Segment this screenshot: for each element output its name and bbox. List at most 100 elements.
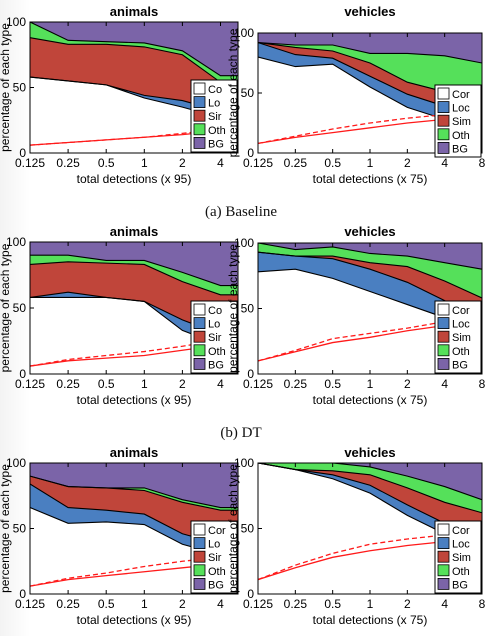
area-oth bbox=[30, 476, 238, 511]
legend-label-sim: Sim bbox=[452, 116, 471, 128]
x-tick-label: 0.125 bbox=[243, 597, 273, 611]
legend-swatch-sim bbox=[193, 550, 206, 563]
area-sim bbox=[258, 42, 482, 115]
x-tick-label: 0.125 bbox=[243, 156, 273, 170]
x-tick-label: 0.25 bbox=[284, 377, 308, 391]
chart-title: animals bbox=[110, 4, 158, 19]
legend-swatch-loc bbox=[193, 537, 206, 549]
chart-title: vehicles bbox=[344, 4, 395, 19]
caption-dt: (b) DT bbox=[220, 425, 261, 441]
x-tick-label: 8 bbox=[479, 156, 486, 170]
legend-swatch-bg bbox=[193, 357, 206, 370]
area-loc bbox=[30, 483, 238, 555]
stack-boundary bbox=[30, 22, 238, 77]
chart-title: animals bbox=[110, 224, 158, 239]
x-tick-label: 1 bbox=[141, 377, 148, 391]
y-tick-label: 100 bbox=[234, 456, 254, 470]
chart-title: vehicles bbox=[344, 224, 395, 239]
area-cor bbox=[258, 57, 482, 153]
x-axis-label: total detections (x 95) bbox=[77, 613, 192, 627]
legend-swatch-bg bbox=[437, 141, 450, 154]
legend-swatch-cor bbox=[437, 303, 450, 316]
area-bg bbox=[258, 463, 482, 500]
legend-swatch-oth bbox=[437, 344, 450, 357]
stack-boundary bbox=[30, 475, 238, 509]
area-cor bbox=[30, 507, 238, 594]
y-tick-label: 50 bbox=[13, 522, 27, 536]
legend-swatch-sim bbox=[193, 330, 206, 343]
trend-line-solid bbox=[30, 563, 221, 587]
legend-swatch-loc bbox=[437, 317, 450, 330]
area-oth bbox=[258, 463, 482, 513]
area-bg bbox=[30, 242, 238, 286]
y-tick-label: 100 bbox=[234, 236, 254, 250]
trend-line-solid bbox=[30, 130, 221, 146]
y-tick-label: 50 bbox=[241, 86, 255, 100]
trend-line-solid bbox=[30, 344, 221, 367]
chart-panel: 0.125 0.25 0.5 1 2 4 0 50 100 animals total detect… bbox=[0, 445, 239, 627]
legend-swatch-bg bbox=[437, 357, 450, 370]
legend-swatch-cor bbox=[193, 523, 206, 536]
y-tick-label: 0 bbox=[247, 587, 254, 601]
trend-line-dashed bbox=[258, 110, 482, 145]
legend-swatch-loc bbox=[437, 537, 450, 549]
plot-area bbox=[258, 33, 482, 153]
x-tick-label: 0.25 bbox=[56, 377, 80, 391]
legend-label-oth: Oth bbox=[208, 125, 226, 137]
legend-label-sim: Sir bbox=[208, 111, 222, 123]
x-tick-label: 0.5 bbox=[98, 377, 115, 391]
y-axis-label: percentage of each type bbox=[0, 464, 12, 593]
area-sim bbox=[30, 476, 238, 545]
trend-line-dashed bbox=[30, 339, 221, 367]
x-tick-label: 2 bbox=[179, 377, 186, 391]
legend-label-loc: Lo bbox=[208, 98, 220, 110]
x-tick-label: 2 bbox=[179, 156, 186, 170]
x-tick-label: 8 bbox=[479, 597, 486, 611]
legend-swatch-oth bbox=[437, 128, 450, 141]
area-oth bbox=[30, 255, 238, 295]
legend-label-cor: Cor bbox=[208, 525, 226, 537]
x-tick-label: 4 bbox=[441, 156, 448, 170]
legend-label-sim: Sim bbox=[452, 552, 471, 564]
x-tick-label: 8 bbox=[479, 377, 486, 391]
area-loc bbox=[30, 77, 238, 118]
y-axis-label: percentage of each type bbox=[226, 28, 240, 157]
legend-swatch-loc bbox=[193, 96, 206, 108]
x-tick-label: 0.5 bbox=[324, 597, 341, 611]
area-cor bbox=[30, 297, 238, 374]
legend-label-bg: BG bbox=[452, 359, 468, 371]
legend-swatch-bg bbox=[193, 578, 206, 590]
legend-swatch-oth bbox=[193, 123, 206, 136]
x-tick-label: 0.125 bbox=[15, 156, 45, 170]
chart-title: vehicles bbox=[344, 445, 395, 460]
legend-label-cor: Cor bbox=[452, 525, 470, 537]
legend-label-oth: Oth bbox=[452, 346, 470, 358]
plot-area bbox=[30, 22, 238, 153]
y-tick-label: 0 bbox=[19, 146, 26, 160]
y-tick-label: 50 bbox=[241, 302, 255, 316]
chart-title: animals bbox=[110, 445, 158, 460]
stack-boundary bbox=[258, 463, 482, 514]
x-tick-label: 0.25 bbox=[56, 156, 80, 170]
chart-panel: 0.125 0.25 0.5 1 2 4 8 0 50 100 vehicles total dete… bbox=[226, 224, 486, 407]
x-tick-label: 4 bbox=[217, 156, 224, 170]
legend-swatch-loc bbox=[193, 317, 206, 330]
legend-label-bg: BG bbox=[208, 579, 224, 591]
x-axis-label: total detections (x 75) bbox=[313, 393, 428, 407]
x-tick-label: 4 bbox=[441, 597, 448, 611]
legend-swatch-bg bbox=[437, 578, 450, 590]
x-tick-label: 2 bbox=[179, 597, 186, 611]
legend-label-oth: Oth bbox=[208, 346, 226, 358]
x-tick-label: 2 bbox=[404, 597, 411, 611]
legend-swatch-sim bbox=[437, 550, 450, 563]
y-tick-label: 100 bbox=[234, 26, 254, 40]
x-tick-label: 1 bbox=[141, 597, 148, 611]
y-tick-label: 0 bbox=[19, 367, 26, 381]
x-tick-label: 1 bbox=[367, 377, 374, 391]
area-sim bbox=[30, 37, 238, 112]
